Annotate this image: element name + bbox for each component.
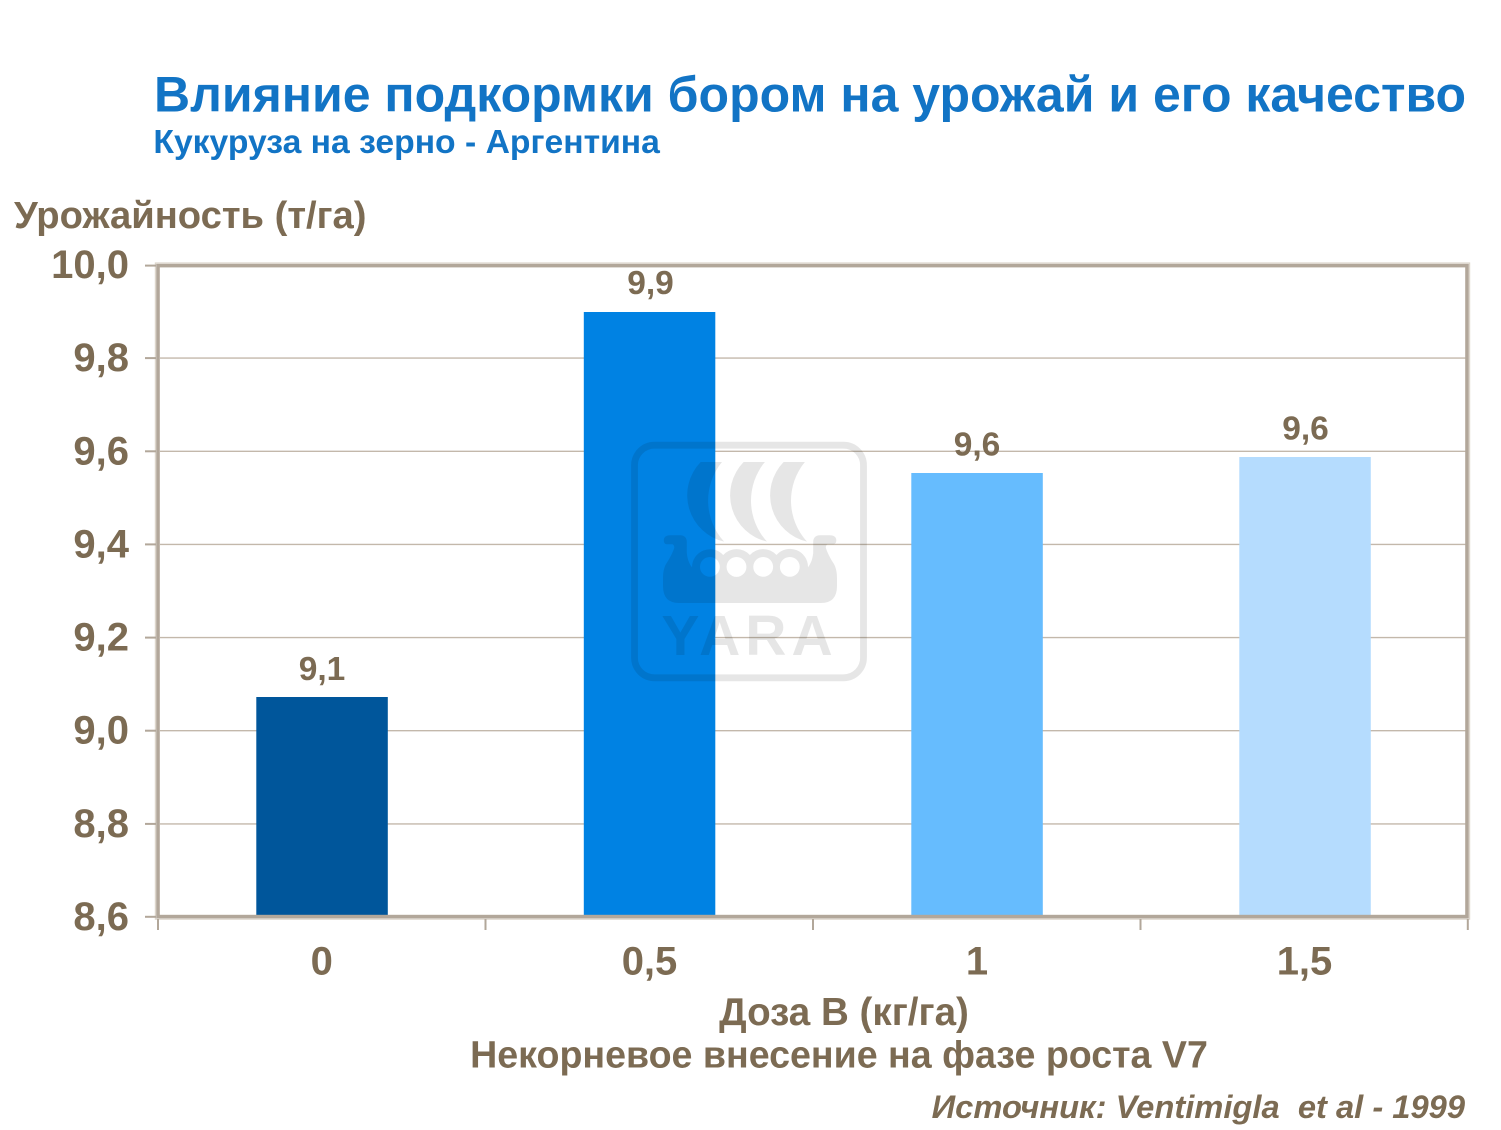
- svg-text:Кукуруза на зерно - Аргентина: Кукуруза на зерно - Аргентина: [153, 123, 660, 161]
- svg-text:0,5: 0,5: [622, 940, 678, 984]
- svg-text:Влияние подкормки бором на уро: Влияние подкормки бором на урожай и его …: [154, 67, 1466, 123]
- svg-text:9,1: 9,1: [299, 651, 346, 688]
- svg-text:Урожайность (т/га): Урожайность (т/га): [14, 194, 367, 237]
- svg-text:9,8: 9,8: [73, 336, 129, 380]
- svg-text:9,6: 9,6: [954, 427, 1001, 464]
- svg-text:9,9: 9,9: [627, 265, 674, 302]
- svg-text:9,6: 9,6: [73, 429, 129, 473]
- svg-text:1: 1: [966, 940, 988, 984]
- svg-text:0: 0: [311, 940, 333, 984]
- svg-text:8,8: 8,8: [73, 802, 129, 846]
- svg-text:Источник: Ventimigla et al -: Источник: Ventimigla et al - 1999: [932, 1088, 1466, 1125]
- svg-text:8,6: 8,6: [73, 895, 129, 939]
- svg-text:Некорневое внесение на фазе ро: Некорневое внесение на фазе роста V7: [470, 1034, 1208, 1076]
- svg-text:Доза В (кг/га): Доза В (кг/га): [719, 991, 969, 1034]
- svg-text:9,2: 9,2: [73, 616, 129, 660]
- svg-text:1,5: 1,5: [1277, 940, 1333, 984]
- svg-text:9,4: 9,4: [73, 522, 129, 566]
- svg-text:9,6: 9,6: [1282, 411, 1329, 448]
- svg-text:9,0: 9,0: [73, 709, 129, 753]
- svg-text:10,0: 10,0: [51, 243, 129, 287]
- svg-text:YARA: YARA: [661, 604, 837, 668]
